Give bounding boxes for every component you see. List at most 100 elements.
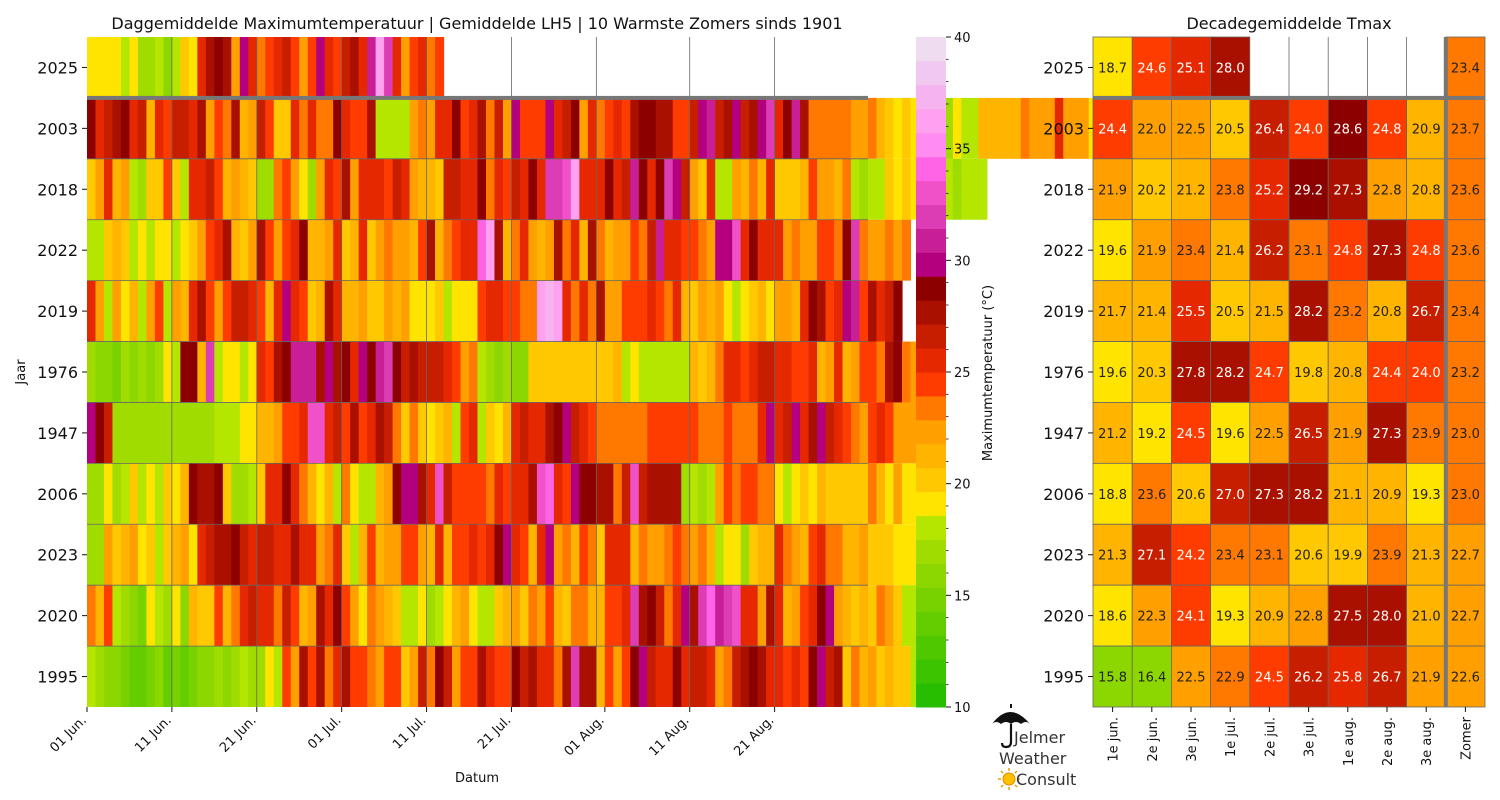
decade-cell-value: 24.8 [1412,244,1441,259]
day-cell [969,158,979,220]
day-cell [477,219,487,281]
day-cell [435,463,445,525]
day-cell [766,280,776,342]
day-cell [460,402,470,464]
day-cell [485,646,496,707]
day-cell [205,158,215,220]
day-cell [689,585,699,647]
day-cell [876,97,886,159]
day-cell [528,97,538,159]
day-cell [706,402,716,464]
day-cell [87,37,97,98]
decade-cell-value: 24.6 [1137,61,1166,76]
day-cell [681,646,691,707]
day-cell [129,97,139,159]
day-cell [299,280,309,342]
day-cell [757,158,767,220]
day-cell [112,97,122,159]
day-cell [630,158,640,220]
day-cell [401,402,411,464]
day-cell [672,97,682,159]
day-cell [171,646,181,707]
day-cell [681,341,691,403]
day-cell [290,341,300,403]
day-cell [137,37,148,98]
day-cell [265,280,275,342]
day-cell [307,341,317,403]
day-cell [103,37,114,98]
day-cell [901,463,912,525]
colorbar-segment [916,635,946,660]
day-cell [435,646,445,707]
day-cell [239,402,249,464]
decade-y-tick-label: 2025 [1043,58,1084,77]
day-cell [120,37,131,98]
day-cell [672,280,682,342]
day-cell [638,97,648,159]
day-cell [231,219,241,281]
day-cell [536,463,547,525]
day-cell [842,97,852,159]
main-y-tick-label: 2006 [37,485,78,504]
decade-cell-value: 23.4 [1451,61,1480,76]
day-cell [409,158,419,220]
day-cell [757,341,767,403]
day-cell [265,37,275,98]
day-cell [536,280,547,342]
day-cell [401,646,411,707]
day-cell [316,524,326,586]
day-cell [426,463,436,525]
day-cell [418,37,428,98]
day-cell [426,158,436,220]
day-cell [681,402,691,464]
day-cell [502,219,513,281]
day-cell [884,219,895,281]
day-cell [901,646,912,707]
day-cell [621,97,631,159]
day-cell [698,585,708,647]
decade-cell-value: 23.7 [1451,122,1480,137]
day-cell [587,463,597,525]
day-cell [265,219,275,281]
day-cell [587,280,597,342]
day-cell [333,463,343,525]
day-cell [163,524,173,586]
colorbar: 10 15 20 25 30 35 40 [916,31,971,716]
day-cell [519,463,530,525]
day-cell [231,158,241,220]
day-cell [893,463,903,525]
day-cell [112,585,122,647]
decade-x-tick-label: 1e jun. [1107,717,1122,762]
day-cell [146,97,156,159]
day-cell [375,37,385,98]
decade-cell-value: 21.3 [1412,549,1441,564]
decade-cell-value: 19.6 [1098,244,1127,259]
day-cell [350,524,360,586]
day-cell [197,280,207,342]
day-cell [282,37,292,98]
decade-y-tick-label: 2019 [1043,302,1084,321]
day-cell [375,524,385,586]
day-cell [87,646,97,707]
day-cell [732,219,742,281]
day-cell [146,37,156,98]
day-cell [579,280,589,342]
day-cell [358,219,368,281]
day-cell [460,646,470,707]
day-cell [825,463,835,525]
day-cell [910,463,920,525]
day-cell [333,524,343,586]
day-cell [519,341,530,403]
day-cell [536,402,547,464]
day-cell [553,646,563,707]
day-cell [817,463,827,525]
day-cell [273,158,283,220]
day-cell [485,219,496,281]
day-cell [307,463,317,525]
day-cell [95,37,105,98]
day-cell [188,524,198,586]
day-cell [570,646,580,707]
decade-cell [1406,158,1447,221]
decade-cell-value: 28.2 [1216,366,1245,381]
day-cell [214,585,224,647]
